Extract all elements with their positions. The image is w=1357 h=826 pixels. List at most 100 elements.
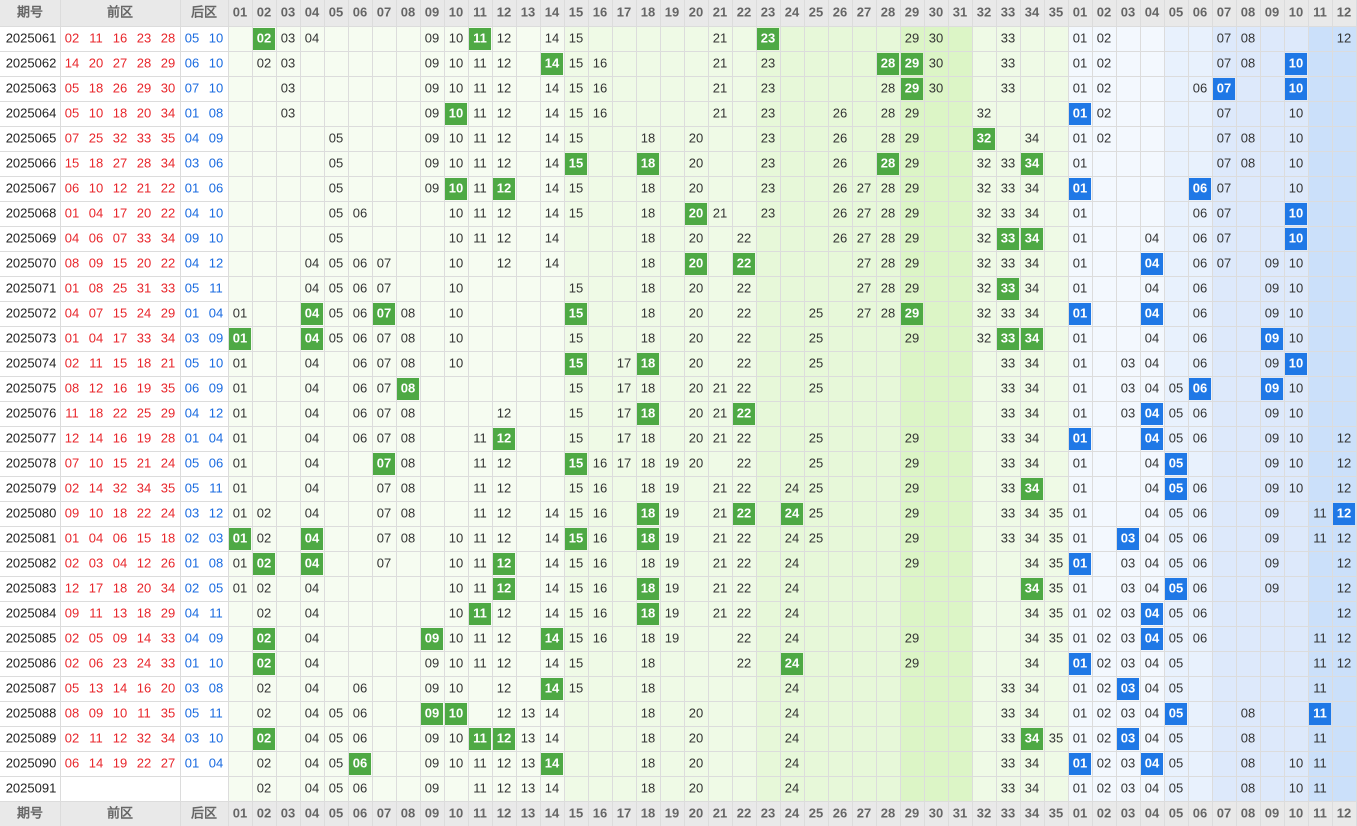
back-number: 01	[185, 755, 199, 770]
period: 2025085	[6, 630, 57, 645]
front-number: 25	[137, 405, 151, 420]
miss-number: 33	[1001, 730, 1015, 745]
front-hit-cell	[757, 28, 779, 50]
miss-number: 22	[737, 280, 751, 295]
front-number: 24	[161, 455, 175, 470]
miss-number: 01	[233, 430, 247, 445]
miss-number: 33	[1001, 455, 1015, 470]
miss-number: 09	[1265, 305, 1279, 320]
hit-number: 10	[1289, 55, 1303, 70]
period: 2025089	[6, 730, 57, 745]
header-front-col: 21	[713, 805, 727, 820]
miss-number: 04	[305, 405, 319, 420]
miss-number: 33	[1001, 180, 1015, 195]
miss-number: 26	[833, 155, 847, 170]
front-hit-cell	[733, 253, 755, 275]
period: 2025069	[6, 230, 57, 245]
header-front-col: 21	[713, 4, 727, 19]
miss-number: 06	[353, 380, 367, 395]
miss-number: 15	[569, 555, 583, 570]
miss-number: 12	[497, 530, 511, 545]
miss-number: 28	[881, 230, 895, 245]
miss-number: 32	[977, 180, 991, 195]
miss-number: 03	[1121, 705, 1135, 720]
front-col-bg	[1044, 26, 1068, 802]
miss-number: 10	[449, 30, 463, 45]
miss-number: 22	[737, 230, 751, 245]
miss-number: 15	[569, 180, 583, 195]
miss-number: 22	[737, 380, 751, 395]
front-hit-cell	[565, 528, 587, 550]
front-hit-cell	[877, 153, 899, 175]
front-number: 02	[65, 30, 79, 45]
hit-number: 06	[1193, 380, 1207, 395]
front-number: 06	[89, 655, 103, 670]
miss-number: 20	[689, 455, 703, 470]
front-hit-cell	[1021, 153, 1043, 175]
front-hit-cell	[685, 203, 707, 225]
front-hit-cell	[301, 328, 323, 350]
front-hit-cell	[373, 453, 395, 475]
miss-number: 12	[1337, 480, 1351, 495]
miss-number: 09	[1265, 455, 1279, 470]
header-front-col: 03	[281, 4, 295, 19]
miss-number: 18	[641, 480, 655, 495]
hit-number: 05	[1169, 705, 1183, 720]
miss-number: 24	[785, 555, 799, 570]
front-number: 19	[113, 755, 127, 770]
miss-number: 20	[689, 130, 703, 145]
miss-number: 25	[809, 355, 823, 370]
miss-number: 04	[1145, 530, 1159, 545]
hit-number: 09	[1265, 380, 1279, 395]
miss-number: 01	[1073, 55, 1087, 70]
hit-number: 10	[1289, 205, 1303, 220]
hit-number: 11	[473, 30, 487, 45]
back-hit-cell	[1213, 78, 1235, 100]
hit-number: 14	[545, 680, 560, 695]
front-col-bg	[804, 26, 828, 802]
front-number: 09	[113, 630, 127, 645]
miss-number: 10	[449, 305, 463, 320]
hit-number: 04	[305, 330, 320, 345]
miss-number: 16	[593, 455, 607, 470]
miss-number: 28	[881, 130, 895, 145]
front-hit-cell	[637, 503, 659, 525]
miss-number: 20	[689, 180, 703, 195]
miss-number: 21	[713, 555, 727, 570]
back-number: 09	[185, 230, 199, 245]
miss-number: 12	[497, 480, 511, 495]
hit-number: 33	[1001, 330, 1015, 345]
front-number: 17	[113, 205, 127, 220]
hit-number: 01	[1073, 180, 1087, 195]
back-hit-cell	[1117, 728, 1139, 750]
miss-number: 04	[1145, 505, 1159, 520]
miss-number: 34	[1025, 380, 1039, 395]
back-number: 03	[185, 330, 199, 345]
miss-number: 03	[1121, 555, 1135, 570]
front-col-bg	[324, 26, 348, 802]
miss-number: 24	[785, 530, 799, 545]
front-number: 06	[65, 755, 79, 770]
miss-number: 09	[425, 155, 439, 170]
miss-number: 11	[473, 155, 487, 170]
miss-number: 08	[1241, 705, 1255, 720]
front-number: 15	[113, 355, 127, 370]
miss-number: 18	[641, 455, 655, 470]
miss-number: 33	[1001, 505, 1015, 520]
back-hit-cell	[1141, 628, 1163, 650]
front-hit-cell	[301, 553, 323, 575]
miss-number: 10	[1289, 480, 1303, 495]
front-number: 24	[137, 655, 151, 670]
hit-number: 32	[977, 130, 991, 145]
miss-number: 02	[257, 605, 271, 620]
miss-number: 04	[305, 755, 319, 770]
front-number: 19	[137, 430, 151, 445]
miss-number: 05	[329, 280, 343, 295]
miss-number: 08	[1241, 755, 1255, 770]
hit-number: 24	[785, 505, 800, 520]
hit-number: 11	[473, 730, 487, 745]
miss-number: 04	[305, 255, 319, 270]
back-hit-cell	[1189, 378, 1211, 400]
back-number: 05	[209, 580, 223, 595]
miss-number: 34	[1025, 530, 1039, 545]
